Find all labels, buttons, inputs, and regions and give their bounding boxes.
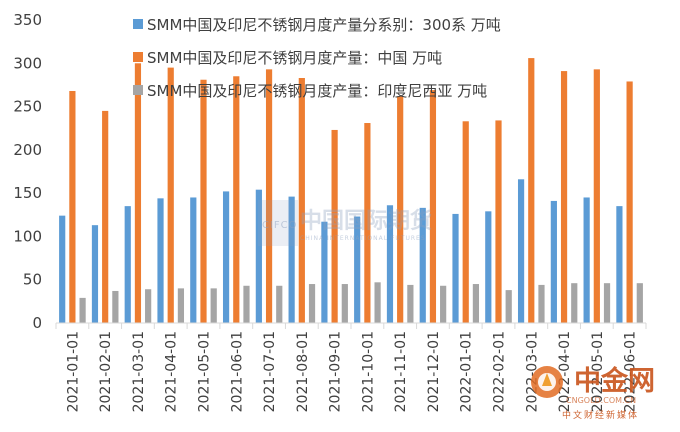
x-tick-label-2021-05-01: 2021-05-01 [197, 331, 213, 412]
y-tick-label-50: 50 [23, 271, 42, 289]
bar-2-2022-05-01 [593, 69, 600, 323]
bar-3-2021-09-01 [341, 284, 348, 323]
bar-2-2022-02-01 [495, 120, 502, 323]
bar-3-2021-11-01 [407, 284, 414, 323]
bar-1-2022-04-01 [550, 200, 557, 323]
bar-1-2021-02-01 [91, 225, 99, 323]
legend-label-2: SMM中国及印尼不锈钢月度产量：中国 万吨 [147, 49, 442, 67]
y-tick-label-200: 200 [13, 141, 42, 159]
bar-2-2021-12-01 [429, 90, 437, 324]
bar-2-2021-06-01 [233, 76, 240, 324]
bar-2-2021-09-01 [331, 129, 338, 323]
x-tick-label-2022-02-01: 2022-02-01 [492, 331, 508, 412]
bar-1-2022-02-01 [485, 211, 492, 323]
bar-2-2021-03-01 [134, 63, 142, 323]
x-tick-label-2021-12-01: 2021-12-01 [426, 331, 442, 412]
bar-1-2022-06-01 [616, 206, 623, 323]
bar-3-2022-04-01 [571, 283, 578, 323]
cngold-logo-mark-flame [542, 373, 552, 386]
bar-2-2021-05-01 [200, 79, 207, 323]
bar-3-2021-03-01 [145, 289, 152, 323]
bar-1-2021-12-01 [419, 207, 426, 323]
bar-2-2022-01-01 [462, 121, 469, 323]
bar-2-2021-10-01 [364, 123, 371, 324]
bar-3-2021-07-01 [276, 285, 283, 323]
bar-2-2021-08-01 [298, 78, 305, 323]
x-tick-label-2021-07-01: 2021-07-01 [262, 331, 278, 412]
bar-3-2021-02-01 [112, 290, 119, 323]
bar-3-2021-04-01 [177, 288, 185, 323]
bar-2-2021-01-01 [69, 90, 76, 324]
y-axis-ticks: 0 50 100 150 200 250 300 350 [13, 11, 42, 332]
x-tick-label-2021-10-01: 2021-10-01 [360, 331, 376, 412]
bar-3-2022-01-01 [472, 284, 480, 323]
bar-1-2021-06-01 [222, 191, 230, 323]
bar-1-2021-04-01 [157, 198, 164, 323]
bar-3-2021-01-01 [79, 297, 86, 323]
bar-2-2022-04-01 [560, 71, 568, 323]
x-tick-label-2022-06-01: 2022-06-01 [623, 331, 639, 412]
x-tick-label-2021-03-01: 2021-03-01 [131, 331, 147, 412]
bar-1-2021-05-01 [190, 197, 197, 323]
bar-2-2021-07-01 [265, 69, 273, 323]
bar-3-2021-05-01 [210, 288, 217, 323]
cngold-logo-sub: 中文财经新媒体 [562, 409, 639, 421]
bar-2-2021-04-01 [167, 67, 174, 323]
y-tick-label-300: 300 [13, 54, 42, 72]
bar-3-2022-06-01 [636, 283, 643, 323]
bar-3-2021-06-01 [243, 285, 250, 323]
cngold-logo-text: 中金网 [574, 365, 655, 397]
cngold-logo: 中金网 CNGOLD.COM.CN 中文财经新媒体 [531, 365, 655, 421]
bar-3-2022-02-01 [505, 290, 512, 323]
y-tick-label-100: 100 [13, 227, 42, 245]
bars-layer [59, 58, 643, 324]
legend-swatch-1 [133, 19, 143, 29]
legend: SMM中国及印尼不锈钢月度产量分系别：300系 万吨 SMM中国及印尼不锈钢月度产… [133, 16, 501, 100]
legend-swatch-3 [133, 85, 143, 95]
bar-2-2022-03-01 [528, 58, 535, 324]
bar-1-2021-07-01 [255, 189, 262, 323]
bar-1-2022-03-01 [517, 179, 525, 323]
bar-3-2021-12-01 [440, 285, 447, 323]
watermark-cifco-text: 中国国际期货 [300, 208, 432, 234]
bar-2-2021-02-01 [102, 110, 109, 324]
y-tick-label-250: 250 [13, 98, 42, 116]
x-tick-label-2021-04-01: 2021-04-01 [164, 331, 180, 412]
x-tick-label-2022-01-01: 2022-01-01 [459, 331, 475, 412]
watermark-cifco: CIFCO 中国国际期货 CHINA INTERNATIONAL FUTURES [258, 200, 432, 246]
x-tick-label-2021-08-01: 2021-08-01 [295, 331, 311, 412]
x-tick-label-2021-09-01: 2021-09-01 [328, 331, 344, 412]
cngold-logo-url: CNGOLD.COM.CN [566, 396, 636, 405]
watermark-cifco-sub: CHINA INTERNATIONAL FUTURES [300, 235, 426, 242]
bar-3-2021-10-01 [374, 282, 381, 323]
bar-3-2021-08-01 [308, 284, 316, 323]
bar-1-2021-09-01 [321, 221, 328, 323]
y-tick-label-0: 0 [32, 314, 42, 332]
bar-1-2021-10-01 [354, 216, 361, 323]
bar-1-2021-11-01 [386, 205, 394, 323]
x-axis-ticks: 2021-01-01 2021-02-01 2021-03-01 2021-04-01… [55, 323, 647, 412]
legend-label-1: SMM中国及印尼不锈钢月度产量分系别：300系 万吨 [147, 16, 501, 34]
bar-1-2021-03-01 [124, 206, 131, 323]
x-tick-label-2021-01-01: 2021-01-01 [65, 331, 81, 412]
bar-1-2022-05-01 [583, 197, 590, 323]
bar-3-2022-03-01 [538, 284, 545, 323]
x-tick-label-2021-02-01: 2021-02-01 [98, 331, 114, 412]
bar-2-2021-11-01 [397, 96, 404, 324]
watermark-cifco-prefix: CIFCO [262, 220, 298, 231]
x-tick-label-2021-11-01: 2021-11-01 [393, 331, 409, 412]
y-tick-label-350: 350 [13, 11, 42, 29]
bar-1-2021-08-01 [288, 196, 295, 323]
bar-3-2022-05-01 [603, 283, 611, 323]
bar-1-2022-01-01 [452, 213, 459, 323]
x-tick-label-2021-06-01: 2021-06-01 [229, 331, 245, 412]
x-tick-label-2022-04-01: 2022-04-01 [557, 331, 573, 412]
bar-1-2021-01-01 [59, 215, 66, 323]
x-tick-label-2022-05-01: 2022-05-01 [590, 331, 606, 412]
legend-swatch-2 [133, 52, 143, 62]
y-tick-label-150: 150 [13, 184, 42, 202]
legend-label-3: SMM中国及印尼不锈钢月度产量：印度尼西亚 万吨 [147, 82, 487, 100]
bar-2-2022-06-01 [626, 81, 633, 323]
